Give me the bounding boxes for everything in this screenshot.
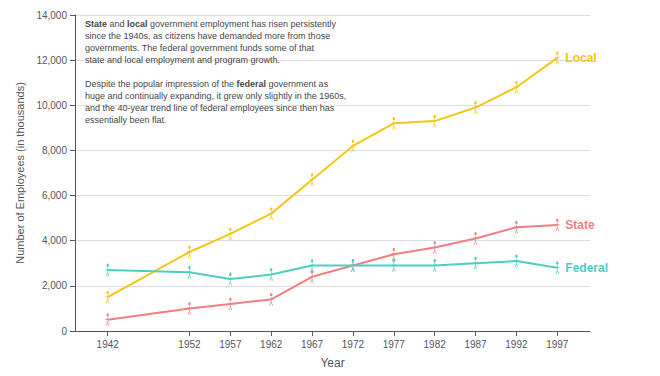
svg-text:essentially been flat.: essentially been flat. [85,115,167,125]
svg-text:Local: Local [565,51,596,65]
svg-text:Number of Employees (in thousa: Number of Employees (in thousands) [14,82,26,264]
svg-text:government as: government as [266,79,329,89]
svg-text:since the 1940s, as citizens h: since the 1940s, as citizens have demand… [85,31,330,41]
svg-text:1952: 1952 [178,339,201,350]
svg-text:federal: federal [237,79,267,89]
svg-text:State: State [565,218,595,232]
svg-text:12,000: 12,000 [36,55,67,66]
svg-text:and the 40-year trend line of: and the 40-year trend line of federal em… [85,103,335,113]
svg-text:1982: 1982 [424,339,447,350]
svg-text:2,000: 2,000 [42,280,67,291]
svg-text:8,000: 8,000 [42,145,67,156]
svg-text:14,000: 14,000 [36,10,67,21]
svg-text:Year: Year [320,356,344,370]
svg-text:6,000: 6,000 [42,190,67,201]
svg-text:1962: 1962 [260,339,283,350]
svg-text:governments. The federal gover: governments. The federal government fund… [85,43,314,53]
svg-text:local: local [127,19,148,29]
svg-text:State: State [85,19,107,29]
svg-text:1957: 1957 [219,339,242,350]
svg-text:1977: 1977 [383,339,406,350]
svg-text:1997: 1997 [546,339,569,350]
svg-text:government employment has rise: government employment has risen persiste… [148,19,337,29]
svg-text:4,000: 4,000 [42,235,67,246]
svg-text:and: and [107,19,127,29]
svg-text:Despite the popular impression: Despite the popular impression of the [85,79,237,89]
svg-text:0: 0 [61,326,67,337]
svg-text:Federal: Federal [565,261,608,275]
svg-text:1967: 1967 [301,339,324,350]
svg-text:1992: 1992 [505,339,528,350]
svg-text:huge and continually expanding: huge and continually expanding, it grew … [85,91,346,101]
svg-text:1987: 1987 [464,339,487,350]
svg-text:10,000: 10,000 [36,100,67,111]
svg-text:state and local employment and: state and local employment and program g… [85,55,280,65]
svg-text:1942: 1942 [97,339,120,350]
svg-text:1972: 1972 [342,339,365,350]
